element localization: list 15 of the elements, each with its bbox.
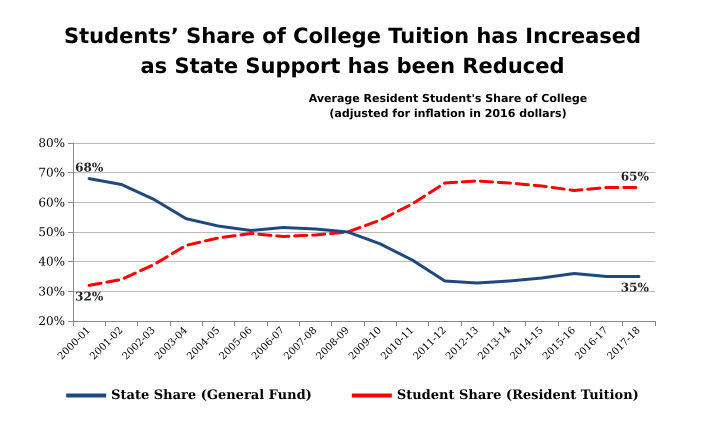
y-tick-label: 60% [38, 195, 65, 210]
legend-label: Student Share (Resident Tuition) [396, 388, 639, 403]
data-label: 68% [75, 160, 104, 175]
y-tick-label: 30% [38, 284, 65, 298]
chart-subtitle: Average Resident Student's Share of College (adjusted for inflation in 2016 dollars) [308, 92, 588, 120]
y-tick-label: 50% [38, 225, 65, 239]
data-label: 65% [620, 170, 650, 184]
y-tick-label: 70% [38, 166, 65, 180]
data-label: 32% [75, 289, 104, 304]
legend-label: State Share (General Fund) [111, 388, 312, 403]
y-tick-label: 80% [38, 136, 65, 150]
chart-title: Students’ Share of College Tuition has Increased as State Support has been Reduced [64, 24, 642, 78]
data-label: 35% [620, 280, 650, 294]
y-tick-label: 40% [38, 254, 65, 269]
y-tick-label: 20% [38, 314, 65, 328]
